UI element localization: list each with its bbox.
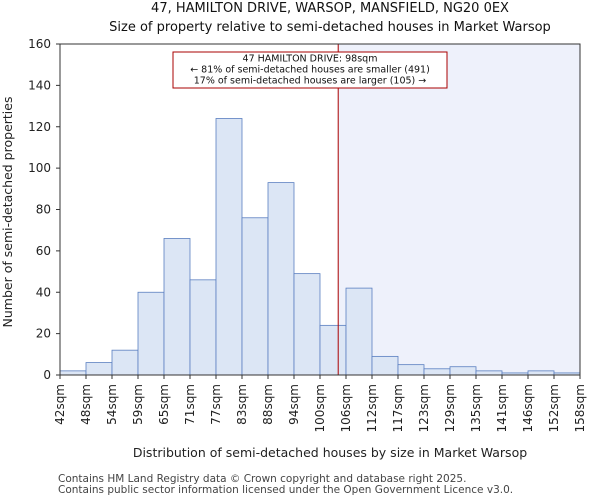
chart-title: 47, HAMILTON DRIVE, WARSOP, MANSFIELD, N… <box>151 1 509 16</box>
x-tick-label: 106sqm <box>339 384 353 432</box>
x-tick-label: 129sqm <box>443 384 457 432</box>
annotation-line-3: 17% of semi-detached houses are larger (… <box>194 76 427 87</box>
bar-94sqm <box>293 273 321 376</box>
chart: 47, HAMILTON DRIVE, WARSOP, MANSFIELD, N… <box>0 1 587 460</box>
x-tick-label: 146sqm <box>521 384 535 432</box>
bar-117sqm <box>397 364 425 376</box>
x-tick-label: 77sqm <box>209 384 223 425</box>
x-axis-label: Distribution of semi-detached houses by … <box>133 445 527 460</box>
y-axis-label: Number of semi-detached properties <box>0 97 15 328</box>
bar-71sqm <box>189 279 217 376</box>
annotation-line-1: 47 HAMILTON DRIVE: 98sqm <box>243 54 378 65</box>
bar-77sqm <box>215 118 243 376</box>
x-tick-label: 100sqm <box>313 384 327 432</box>
bar-83sqm <box>241 217 269 376</box>
x-tick-label: 112sqm <box>365 384 379 432</box>
x-tick-label: 152sqm <box>547 384 561 432</box>
footer-line-2: Contains public sector information licen… <box>58 484 514 496</box>
bar-88sqm <box>267 182 295 376</box>
bar-106sqm <box>345 287 373 376</box>
y-tick-label: 100 <box>28 161 51 175</box>
bar-42sqm <box>59 370 87 376</box>
y-tick-label: 40 <box>36 285 51 299</box>
y-tick-label: 140 <box>28 78 51 92</box>
x-tick-label: 48sqm <box>79 384 93 425</box>
bars-group <box>59 118 581 376</box>
bar-65sqm <box>163 238 191 376</box>
bar-129sqm <box>449 366 477 376</box>
bar-59sqm <box>137 291 165 376</box>
x-axis-ticks: 42sqm 48sqm 54sqm 59sqm 65sqm 71sqm 77sqm 83sqm… <box>53 375 587 432</box>
annotation-box: 47 HAMILTON DRIVE: 98sqm ← 81% of semi-d… <box>172 51 448 89</box>
y-tick-label: 160 <box>28 37 51 51</box>
larger-region-shade <box>338 44 580 375</box>
x-tick-label: 141sqm <box>495 384 509 432</box>
x-tick-label: 88sqm <box>261 384 275 425</box>
bar-123sqm <box>423 368 451 376</box>
x-tick-label: 54sqm <box>105 384 119 425</box>
bar-135sqm <box>475 370 503 376</box>
bar-54sqm <box>111 349 139 376</box>
y-axis-ticks: 0 20 40 60 80 100 120 140 160 <box>28 37 60 382</box>
x-tick-label: 59sqm <box>131 384 145 425</box>
x-tick-label: 83sqm <box>235 384 249 425</box>
x-tick-label: 158sqm <box>573 384 587 432</box>
plot-frame <box>59 43 581 376</box>
bar-146sqm <box>527 370 555 376</box>
bar-100sqm <box>319 324 347 376</box>
bar-112sqm <box>371 355 399 376</box>
annotation-line-2: ← 81% of semi-detached houses are smalle… <box>190 65 430 76</box>
y-tick-label: 80 <box>36 203 51 217</box>
x-tick-label: 65sqm <box>157 384 171 425</box>
y-tick-label: 0 <box>43 368 51 382</box>
y-tick-label: 20 <box>36 327 51 341</box>
x-tick-label: 123sqm <box>417 384 431 432</box>
x-tick-label: 94sqm <box>287 384 301 425</box>
y-tick-label: 60 <box>36 244 51 258</box>
x-tick-label: 117sqm <box>391 384 405 432</box>
chart-subtitle: Size of property relative to semi-detach… <box>109 20 551 35</box>
x-tick-label: 71sqm <box>183 384 197 425</box>
y-tick-label: 120 <box>28 120 51 134</box>
bar-48sqm <box>85 362 113 376</box>
x-tick-label: 42sqm <box>53 384 67 425</box>
footer-line-1: Contains HM Land Registry data © Crown c… <box>58 473 467 485</box>
x-tick-label: 135sqm <box>469 384 483 432</box>
